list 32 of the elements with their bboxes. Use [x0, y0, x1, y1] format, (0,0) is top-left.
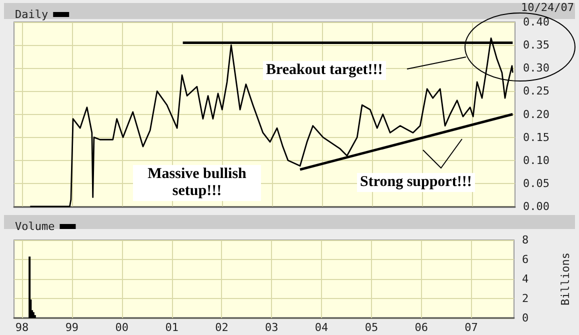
annotation: Breakout target!!! — [263, 61, 386, 80]
y-tick-label: 2 — [522, 292, 529, 305]
text: 10/24/07 — [521, 1, 574, 14]
y-tick-label: 0.00 — [523, 200, 550, 213]
y-tick-label: 4 — [522, 272, 529, 286]
annotation: Massive bullish setup!!! — [133, 165, 261, 201]
y-tick-label: 0.40 — [523, 16, 550, 28]
x-tick-label: 06 — [414, 321, 428, 334]
x-tick-label: 04 — [314, 321, 328, 334]
y-axis-title: Billions — [559, 252, 572, 306]
x-tick-label: 00 — [115, 321, 128, 334]
x-tick-label: 01 — [165, 321, 178, 334]
y-tick-label: 0.30 — [523, 62, 550, 75]
x-tick-label: 05 — [364, 321, 378, 334]
x-tick-label: 02 — [215, 321, 228, 334]
y-tick-label: 6 — [522, 253, 529, 266]
y-tick-label: 0.20 — [523, 108, 550, 121]
legend-label: Volume — [14, 220, 55, 233]
y-tick-label: 0.10 — [523, 154, 550, 167]
x-tick-label: 03 — [264, 321, 278, 334]
y-tick-label: 0.35 — [523, 38, 550, 52]
y-tick-label: 0 — [522, 312, 529, 324]
x-tick-label: 07 — [464, 321, 478, 334]
x-tick-label: 99 — [65, 321, 79, 334]
y-tick-label: 0.25 — [523, 84, 550, 98]
legend-label: Daily — [14, 8, 48, 21]
y-tick-label: 0.05 — [523, 176, 550, 190]
line-series — [29, 37, 514, 208]
y-tick-label: 8 — [522, 234, 529, 246]
x-tick-label: 98 — [15, 321, 29, 334]
y-tick-label: 0.15 — [523, 130, 550, 144]
annotation: Strong support!!! — [357, 173, 475, 192]
